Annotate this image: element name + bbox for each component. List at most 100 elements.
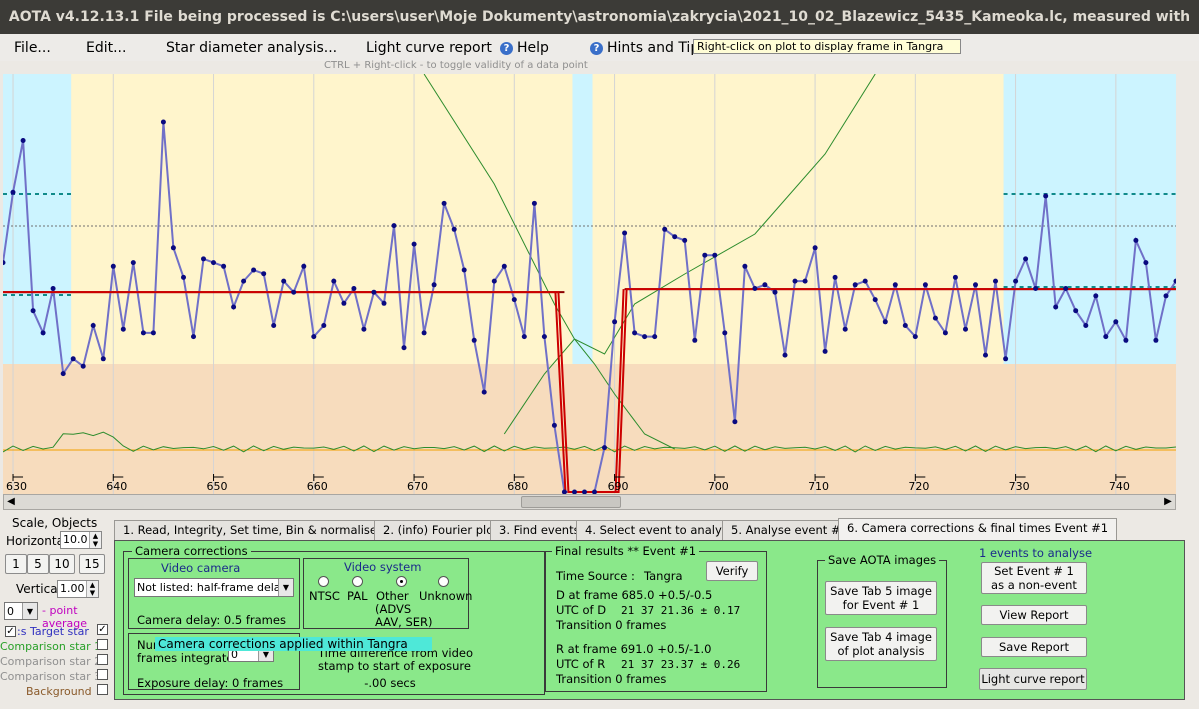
view-report-button[interactable]: View Report [981,605,1087,625]
set-event-line-2: as a non-event [991,578,1077,592]
vertical-label: Vertical [16,582,61,596]
data-point [1153,337,1159,343]
data-point [702,252,708,258]
data-point [1113,319,1119,325]
data-point [892,282,898,288]
target-star-checkbox[interactable]: ✓ [97,624,108,635]
tab-find-events[interactable]: 3. Find events [490,520,589,540]
camera-model-value: Not listed: half-frame delay [137,581,288,594]
horizontal-label: Horizontal [6,534,68,548]
video-system-group [303,558,469,629]
camera-model-select[interactable]: Not listed: half-frame delay ▼ [134,578,294,597]
chevron-down-icon[interactable]: ▼ [278,579,293,596]
spinner-arrows-icon[interactable]: ▲ ▼ [86,581,98,597]
help-icon: ? [500,42,513,55]
data-point [852,282,858,288]
menu-hints[interactable]: ? Hints and Tips [590,40,707,56]
data-point [782,352,788,358]
spinner-arrows-icon[interactable]: ▲ ▼ [89,532,101,548]
window-title: AOTA v4.12.13.1 File being processed is … [0,0,1199,59]
data-point [993,278,998,284]
background-checkbox[interactable] [97,684,108,695]
radio-unknown[interactable] [438,576,449,587]
data-point [3,260,6,266]
radio-other[interactable] [396,576,407,587]
verify-button[interactable]: Verify [706,561,758,581]
tab-analyse-event[interactable]: 5. Analyse event #1 [722,520,857,540]
final-results-title: Final results ** Event #1 [552,544,700,558]
plot-horizontal-scrollbar[interactable]: ◀ ▶ [3,494,1176,510]
menu-star-diameter[interactable]: Star diameter analysis... [166,40,338,56]
light-curve-plot[interactable]: 630 640 650 660 670 680 690 700 710 720 730 740 [3,74,1176,494]
data-point [521,334,527,340]
data-point [441,200,447,206]
data-point [511,297,517,303]
frames-integrated-label-2: frames integrated [137,651,241,665]
chevron-down-icon[interactable]: ▼ [22,603,37,619]
fit-model-d-edge [554,292,567,493]
data-point [963,326,968,332]
tab-select-event[interactable]: 4. Select event to analyse [576,520,744,540]
data-point [772,289,778,295]
data-point [30,308,36,314]
radio-ntsc[interactable] [318,576,329,587]
save-tab4-image-button[interactable]: Save Tab 4 image of plot analysis [825,627,937,661]
radio-ntsc-label: NTSC [309,589,340,603]
data-point [1123,337,1129,343]
scale-button-10[interactable]: 10 [49,554,75,574]
light-curve-report-button[interactable]: Light curve report [979,668,1087,690]
data-point [170,245,176,251]
x-tick-label: 670 [407,480,428,493]
scroll-thumb[interactable] [521,496,621,508]
vertical-scale-spinner[interactable]: 1.00 ▲ ▼ [57,580,99,598]
point-average-select[interactable]: 0 ▼ [4,602,38,620]
data-point [832,274,838,280]
menu-file[interactable]: File... [14,40,51,56]
data-point [622,230,628,236]
set-non-event-button[interactable]: Set Event # 1 as a non-event [981,562,1087,594]
data-point [70,356,76,362]
data-point [922,282,928,288]
utc-d-label: UTC of D [556,603,607,617]
data-point [592,489,597,494]
save-report-button[interactable]: Save Report [981,637,1087,657]
data-point [471,337,477,343]
data-point [902,323,908,328]
menu-light-curve-report[interactable]: Light curve report [366,40,492,56]
data-point [251,267,257,273]
radio-pal[interactable] [352,576,363,587]
target-star-visible-checkbox[interactable]: ✓ [5,626,16,637]
data-point [973,282,978,288]
r-frame-text: R at frame 691.0 +0.5/-1.0 [556,642,712,656]
data-point [411,241,417,247]
scale-button-15[interactable]: 15 [79,554,105,574]
tab-read-integrity[interactable]: 1. Read, Integrity, Set time, Bin & norm… [114,520,386,540]
comparison-star-1-checkbox[interactable] [97,639,108,650]
camera-corrections-title: Camera corrections [132,544,251,558]
scroll-right-icon[interactable]: ▶ [1164,496,1172,507]
data-point [812,245,818,251]
data-point [241,278,247,284]
scale-button-5[interactable]: 5 [27,554,49,574]
tab-camera-corrections[interactable]: 6. Camera corrections & final times Even… [838,518,1118,540]
horizontal-scale-spinner[interactable]: 10.0 ▲ ▼ [60,531,102,549]
data-point [602,445,607,451]
set-event-line-1: Set Event # 1 [994,564,1074,578]
tab-fourier-plot[interactable]: 2. (info) Fourier plot [374,520,507,540]
data-point [752,286,758,291]
plot-hint: CTRL + Right-click - to toggle validity … [324,60,588,71]
save-tab5-image-button[interactable]: Save Tab 5 image for Event # 1 [825,581,937,615]
data-point [1073,308,1079,314]
menu-edit[interactable]: Edit... [86,40,127,56]
scale-button-1[interactable]: 1 [5,554,27,574]
menu-help[interactable]: ? Help [500,40,549,56]
data-point [531,200,537,206]
comparison-star-2-checkbox[interactable] [97,654,108,665]
scroll-left-icon[interactable]: ◀ [7,496,15,507]
x-tick-label: 730 [1009,480,1030,493]
data-point [882,319,888,325]
camera-delay-text: Camera delay: 0.5 frames [137,613,286,627]
data-point [912,334,918,340]
comparison-star-3-checkbox[interactable] [97,669,108,680]
data-point [1043,193,1049,199]
